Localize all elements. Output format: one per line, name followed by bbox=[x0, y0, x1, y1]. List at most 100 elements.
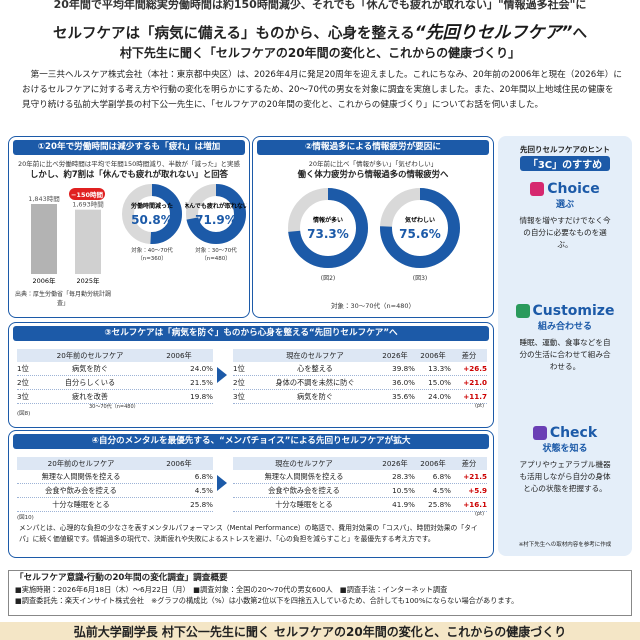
source: 出典：厚生労働省「毎月勤労統計調査」 bbox=[14, 291, 111, 307]
top-line: 20年間で平均年間総実労働時間は約150時間減少、それでも「休んでも疲れが取れな… bbox=[53, 0, 587, 11]
header-cell: 2006年 bbox=[420, 458, 446, 468]
cell: 心を整える bbox=[297, 363, 333, 373]
tip-desc: 睡眠、運動、食事などを自分の生活に合わせて組み合わせる。 bbox=[519, 338, 611, 371]
tip-en: Choice bbox=[547, 181, 600, 197]
section-title: ①20年で労働時間は減少するも「疲れ」は増加 bbox=[13, 140, 245, 155]
cell: 28.3% bbox=[392, 472, 415, 481]
cell: 3位 bbox=[17, 391, 29, 401]
donut-arc bbox=[186, 184, 246, 244]
cell: 25.8% bbox=[190, 500, 213, 509]
bar-chart: 1,843時間 2006年 1,693時間 2025年 −150時間 bbox=[28, 188, 105, 285]
bar-label: 1,693時間 bbox=[72, 201, 104, 209]
table-row: 会食や飲み会を控える 10.5% 4.5% +5.9 bbox=[233, 484, 487, 498]
section-title: ②情報過多による情報疲労が要因に bbox=[257, 140, 489, 155]
footnote: ※村下先生への取材内容を参考に作成 bbox=[518, 542, 612, 548]
cell: 19.8% bbox=[190, 392, 213, 401]
donuts: 情報が多い 73.3% (図2) 気ぜわしい 75.6% (図3) bbox=[257, 183, 489, 299]
cell: 身体の不調を未然に防ぐ bbox=[275, 377, 355, 387]
diff-label: −150時間 bbox=[71, 190, 104, 199]
arrow bbox=[217, 367, 227, 383]
cell: +16.1 bbox=[463, 500, 487, 509]
headline-accent: “先回りセルフケア” bbox=[414, 23, 573, 43]
donut-value: 73.3% bbox=[307, 227, 349, 241]
cell: 13.3% bbox=[428, 364, 451, 373]
tip: Check 状態を知る アプリやウェアラブル機器も活用しながら自分の身体と心の状態を… bbox=[504, 422, 626, 495]
table-row: 十分な睡眠をとる 41.9% 25.8% +16.1 bbox=[233, 498, 487, 512]
arrow bbox=[217, 475, 227, 491]
donut-arc bbox=[288, 188, 368, 268]
sidebar: 先回りセルフケアのヒント 「3C」のすすめ Choice 選ぶ 情報を増やすだけでな… bbox=[498, 136, 632, 556]
sidebar-heading: 先回りセルフケアのヒント bbox=[520, 145, 610, 154]
diff-badge bbox=[69, 188, 105, 200]
tip-desc: アプリやウェアラブル機器も活用しながら自分の身体と心の状態を把握する。 bbox=[519, 460, 611, 493]
survey-line: ■実施時期：2026年6月18日（木）～6月22日（月） ■調査対象：全国の20… bbox=[15, 585, 448, 594]
cell: 35.6% bbox=[392, 392, 415, 401]
cell: 24.0% bbox=[190, 364, 213, 373]
donut: 労働時間減った 50.8% bbox=[122, 184, 182, 244]
bar-year: 2025年 bbox=[76, 276, 100, 285]
donut-label: 労働時間減った bbox=[131, 202, 173, 210]
cell: 24.0% bbox=[428, 392, 451, 401]
cell: 41.9% bbox=[392, 500, 415, 509]
cell: 25.8% bbox=[428, 500, 451, 509]
tip-icon bbox=[532, 425, 547, 440]
cell: 1位 bbox=[233, 363, 245, 373]
paragraph: メンパとは、心理的な負担の少なさを表すメンタルパフォーマンス（Mental Pe… bbox=[19, 524, 478, 543]
donut-label: 気ぜわしい bbox=[405, 216, 435, 224]
bar bbox=[75, 209, 101, 274]
section3: ③セルフケアは「病気を防ぐ」ものから心身を整える“先回りセルフケア”へ 20年前… bbox=[8, 322, 494, 428]
bar bbox=[31, 204, 57, 274]
figure: (図3) bbox=[412, 275, 428, 282]
survey: 「セルフケア意識・行動の20年間の変化調査」調査概要 ■実施時期：2026年6月… bbox=[8, 570, 632, 616]
cell: 会食や飲み会を控える bbox=[45, 485, 117, 495]
target: 対象：30～70代（n=480） bbox=[195, 248, 237, 262]
donut-label: 情報が多い bbox=[313, 216, 343, 224]
tip-jp: 選ぶ bbox=[555, 200, 574, 210]
table-row: 無理な人間関係を控える 6.8% bbox=[17, 470, 213, 484]
header-cell: 20年前のセルフケア bbox=[47, 458, 115, 468]
bar-year: 2006年 bbox=[32, 276, 56, 285]
figure: (図10) bbox=[17, 515, 34, 521]
cell: 6.8% bbox=[194, 472, 213, 481]
cell: 15.0% bbox=[428, 378, 451, 387]
table-header: 現在のセルフケア 2026年 2006年 差分 bbox=[233, 349, 487, 362]
donut: 休んでも疲れが取れない 71.9% bbox=[185, 184, 247, 244]
cell: 無理な人間関係を控える bbox=[41, 471, 121, 481]
donut-label: 休んでも疲れが取れない bbox=[185, 202, 247, 210]
subtitle: 村下先生に聞く「セルフケアの20年間の変化と、これからの健康づくり」 bbox=[119, 46, 521, 60]
cell: 2位 bbox=[233, 377, 245, 387]
section4: ④自分のメンタルを最優先する、“メンパチョイス”による先回りセルフケアが拡大 2… bbox=[8, 430, 494, 558]
cell: 疲れを改善 bbox=[72, 391, 108, 401]
target: 対象：40～70代（n=360） bbox=[131, 248, 173, 262]
table-row: 1位 病気を防ぐ 24.0% bbox=[17, 362, 213, 376]
cell: 病気を防ぐ bbox=[72, 363, 108, 373]
cell: 3位 bbox=[233, 391, 245, 401]
cell: 自分らしくいる bbox=[64, 377, 116, 387]
tip-jp: 組み合わせる bbox=[537, 322, 592, 332]
donut-value: 71.9% bbox=[195, 213, 237, 227]
unit: (pt) bbox=[475, 403, 485, 409]
table-row: 2位 自分らしくいる 21.5% bbox=[17, 376, 213, 390]
note: 20年前に比べ「情報が多い」「気ぜわしい」 bbox=[308, 160, 438, 168]
donut-arc bbox=[380, 188, 460, 268]
banner: 弘前大学副学長 村下公一先生に聞く セルフケアの20年間の変化と、これからの健康… bbox=[0, 622, 640, 640]
table-now: 現在のセルフケア 2026年 2006年 差分 1位 心を整える 39.8% 13.3% +26… bbox=[233, 349, 487, 404]
unit: (pt) bbox=[475, 511, 485, 517]
bar-label: 1,843時間 bbox=[28, 195, 60, 203]
header-cell: 2026年 bbox=[382, 350, 408, 360]
section-title: ③セルフケアは「病気を防ぐ」ものから心身を整える“先回りセルフケア”へ bbox=[13, 326, 489, 341]
tip-icon bbox=[530, 181, 545, 196]
cell: 4.5% bbox=[194, 486, 213, 495]
cell: +21.5 bbox=[463, 472, 487, 481]
cell: 39.8% bbox=[392, 364, 415, 373]
figure: (図2) bbox=[320, 275, 336, 282]
cell: 1位 bbox=[17, 363, 29, 373]
section-title: ④自分のメンタルを最優先する、“メンパチョイス”による先回りセルフケアが拡大 bbox=[13, 434, 489, 449]
table-row: 無理な人間関係を控える 28.3% 6.8% +21.5 bbox=[233, 470, 487, 484]
cell: 4.5% bbox=[432, 486, 451, 495]
header-cell: 20年前のセルフケア bbox=[56, 350, 124, 360]
note: 20年前に比べ労働時間は平均で年間150時間減り、半数が「減った」と実感 bbox=[18, 160, 240, 168]
cell: 21.5% bbox=[190, 378, 213, 387]
table-row: 3位 病気を防ぐ 35.6% 24.0% +11.7 bbox=[233, 390, 487, 404]
cell: +21.0 bbox=[463, 378, 487, 387]
